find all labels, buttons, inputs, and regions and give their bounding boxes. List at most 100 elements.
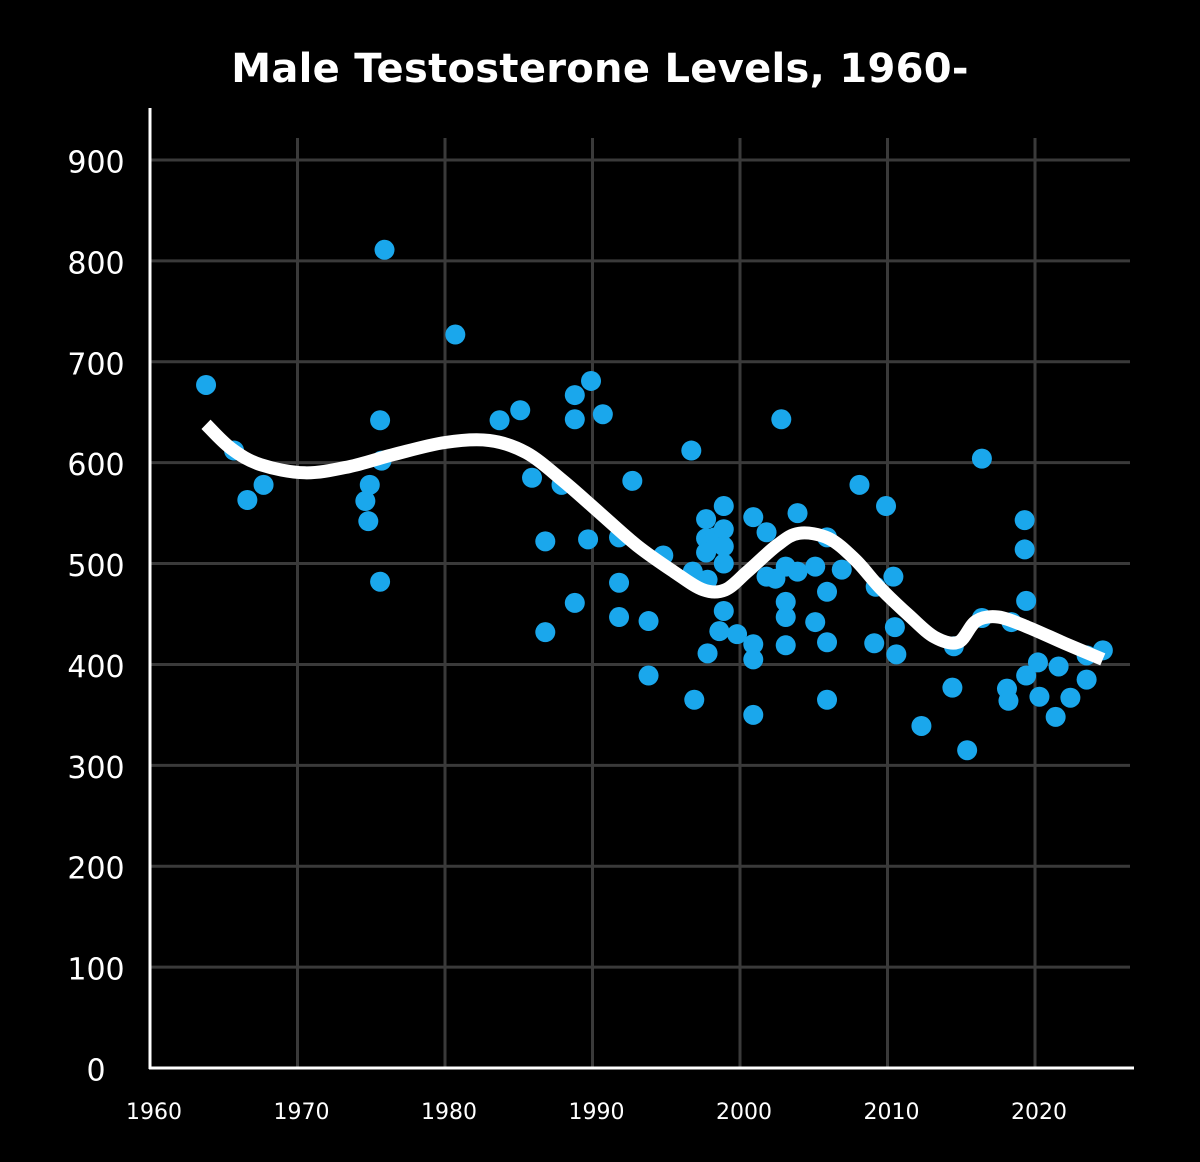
data-point-7 [370, 410, 391, 431]
data-point-9 [370, 571, 391, 592]
data-point-58 [775, 607, 796, 628]
data-point-4 [355, 491, 376, 512]
x-tick-label-1980: 1980 [421, 1100, 477, 1125]
data-point-14 [522, 467, 543, 488]
data-point-63 [805, 612, 826, 633]
data-point-80 [971, 448, 992, 469]
data-point-72 [876, 496, 897, 517]
x-tick-label-1970: 1970 [274, 1100, 330, 1125]
data-point-91 [1045, 706, 1066, 727]
x-tick-label-1990: 1990 [569, 1100, 625, 1125]
data-point-50 [743, 649, 764, 670]
y-tick-label-100: 100 [67, 953, 124, 988]
data-point-74 [884, 617, 905, 638]
data-point-55 [771, 409, 792, 430]
data-point-20 [564, 592, 585, 613]
data-point-13 [510, 400, 531, 421]
data-point-16 [535, 622, 556, 643]
y-tick-label-200: 200 [67, 852, 124, 887]
x-tick-label-1960: 1960 [126, 1100, 182, 1125]
data-points [196, 239, 1113, 761]
x-tick-labels: 1960 1970 1980 1990 2000 2010 2020 [126, 1100, 1067, 1125]
x-tick-label-2020: 2020 [1011, 1100, 1067, 1125]
data-point-61 [787, 561, 808, 582]
data-point-25 [609, 572, 630, 593]
y-tick-labels: 0 100 200 300 400 500 600 700 800 900 [67, 146, 124, 1089]
data-point-47 [727, 624, 748, 645]
data-point-33 [684, 689, 705, 710]
data-point-88 [1016, 665, 1037, 686]
data-point-45 [713, 600, 734, 621]
data-point-11 [445, 324, 466, 345]
data-point-46 [713, 536, 734, 557]
data-point-65 [817, 581, 838, 602]
data-point-19 [564, 409, 585, 430]
trend-line-group [201, 419, 1106, 666]
data-point-42 [713, 496, 734, 517]
data-point-60 [787, 503, 808, 524]
data-point-27 [622, 470, 643, 491]
data-point-5 [358, 511, 379, 532]
data-point-93 [1060, 687, 1081, 708]
data-point-59 [775, 635, 796, 656]
y-tick-label-0: 0 [86, 1054, 105, 1089]
data-point-57 [775, 591, 796, 612]
y-tick-label-900: 900 [67, 146, 124, 181]
data-point-83 [998, 690, 1019, 711]
data-point-66 [817, 632, 838, 653]
data-point-89 [1027, 652, 1048, 673]
data-point-15 [535, 531, 556, 552]
data-point-90 [1029, 686, 1050, 707]
data-point-75 [886, 644, 907, 665]
grid-lines [150, 138, 1130, 1068]
data-point-49 [743, 634, 764, 655]
data-point-94 [1076, 669, 1097, 690]
data-point-6 [359, 474, 380, 495]
chart-title: Male Testosterone Levels, 1960- [231, 46, 969, 92]
y-tick-label-400: 400 [67, 650, 124, 685]
data-point-18 [564, 385, 585, 406]
data-point-0 [196, 374, 217, 395]
trend-line [201, 419, 1106, 666]
data-point-86 [1014, 539, 1035, 560]
data-point-2 [237, 489, 258, 510]
data-point-12 [489, 410, 510, 431]
data-point-41 [709, 621, 730, 642]
data-point-51 [743, 704, 764, 725]
y-tick-label-600: 600 [67, 448, 124, 483]
data-point-73 [883, 566, 904, 587]
data-point-62 [805, 556, 826, 577]
data-point-28 [638, 611, 659, 632]
data-point-70 [864, 633, 885, 654]
data-point-79 [957, 740, 978, 761]
y-tick-label-500: 500 [67, 549, 124, 584]
data-point-92 [1048, 656, 1069, 677]
data-point-67 [817, 689, 838, 710]
data-point-23 [592, 404, 613, 425]
data-point-69 [849, 474, 870, 495]
data-point-21 [578, 529, 599, 550]
y-tick-label-800: 800 [67, 246, 124, 281]
data-point-22 [581, 370, 602, 391]
data-point-38 [697, 643, 718, 664]
data-point-68 [831, 559, 852, 580]
x-tick-label-2010: 2010 [864, 1100, 920, 1125]
y-tick-label-700: 700 [67, 347, 124, 382]
data-point-31 [681, 440, 702, 461]
data-point-26 [609, 607, 630, 628]
axes [148, 108, 1134, 1070]
data-point-43 [713, 519, 734, 540]
y-tick-label-300: 300 [67, 751, 124, 786]
data-point-52 [756, 522, 777, 543]
data-point-34 [696, 509, 717, 530]
data-point-77 [942, 677, 963, 698]
data-point-76 [911, 715, 932, 736]
data-point-85 [1014, 510, 1035, 531]
x-tick-label-2000: 2000 [716, 1100, 772, 1125]
data-point-87 [1016, 590, 1037, 611]
data-point-48 [743, 507, 764, 528]
data-point-29 [638, 665, 659, 686]
data-point-3 [253, 474, 274, 495]
data-point-44 [713, 553, 734, 574]
